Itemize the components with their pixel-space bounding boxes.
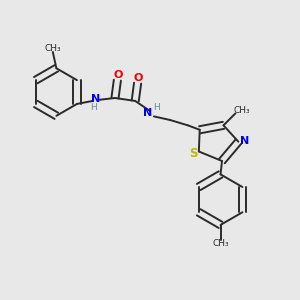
Text: H: H — [90, 103, 97, 112]
Text: N: N — [91, 94, 100, 103]
Text: O: O — [114, 70, 123, 80]
Text: S: S — [189, 147, 197, 161]
Text: CH₃: CH₃ — [44, 44, 61, 53]
Text: O: O — [134, 74, 143, 83]
Text: CH₃: CH₃ — [212, 239, 229, 248]
Text: CH₃: CH₃ — [233, 106, 250, 115]
Text: N: N — [240, 136, 249, 146]
Text: H: H — [154, 103, 160, 112]
Text: N: N — [143, 108, 153, 118]
